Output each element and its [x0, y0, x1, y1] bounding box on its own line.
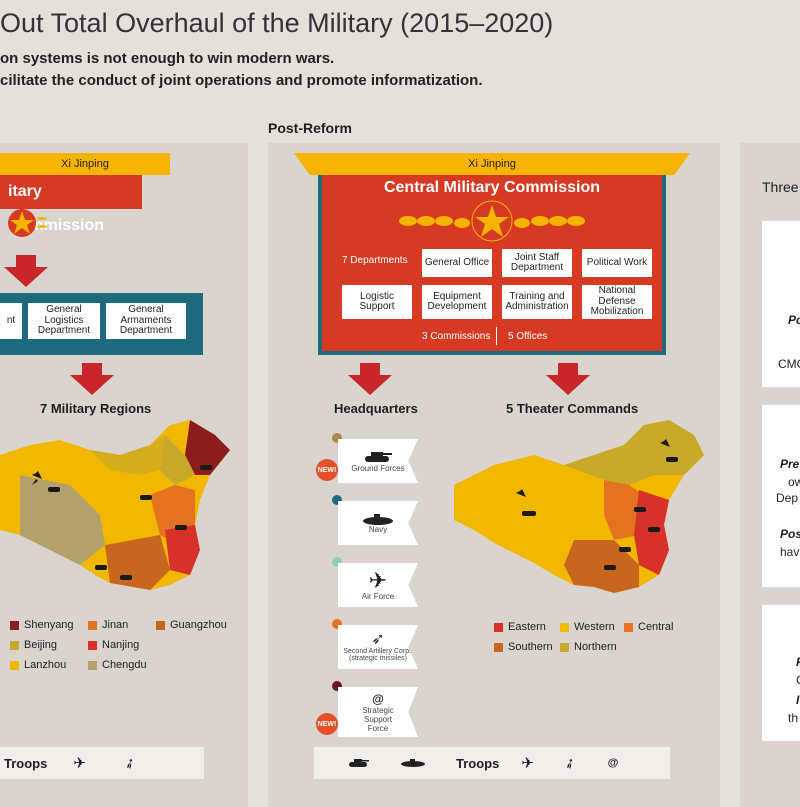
- missile-icon: ➶: [120, 752, 139, 773]
- hq-dot-rocket: [332, 619, 342, 629]
- new-badge-ssf: NEW!: [316, 713, 338, 735]
- regions-label: 7 Military Regions: [40, 401, 152, 416]
- jet-icon: ✈: [521, 755, 534, 772]
- pre-reform-panel: Xi Jinping itary Commission nt General L…: [0, 143, 248, 807]
- dept-logistic-support: Logistic Support: [342, 285, 412, 319]
- cmc-title-center: Central Military Commission: [383, 179, 601, 196]
- legend-item-guangzhou: Guangzhou: [156, 619, 227, 631]
- hq-item-second-artillery: ➶ Second Artillery Corps (strategic miss…: [338, 625, 418, 669]
- dept-equipment-development: Equipment Development: [422, 285, 492, 319]
- dept-joint-staff: Joint Staff Department: [502, 249, 572, 277]
- page-subtitle-2: cilitate the conduct of joint operations…: [0, 72, 483, 89]
- commissions-label: 3 Commissions: [422, 331, 491, 342]
- page-subtitle-1: on systems is not enough to win modern w…: [0, 50, 335, 67]
- troops-label-pre: Troops: [4, 755, 48, 771]
- divider: [496, 327, 497, 345]
- page-title: Out Total Overhaul of the Military (2015…: [0, 8, 554, 38]
- legend-item-lanzhou: Lanzhou: [10, 659, 66, 671]
- troops-bar-pre: Troops ✈ ➶: [0, 747, 204, 779]
- pre-reform-arrow-icon: [4, 255, 48, 287]
- leader-name: Xi Jinping: [61, 158, 109, 170]
- right-card-3-line-2: C: [796, 673, 800, 687]
- right-card-3-line-3: I: [796, 693, 800, 707]
- at-icon: @: [372, 691, 384, 706]
- right-card-3-line-1: F: [796, 655, 800, 669]
- jet-icon: ✈: [368, 567, 388, 593]
- submarine-icon: [363, 513, 393, 525]
- right-card-3: F C I th: [762, 605, 800, 741]
- cmc-banner: itary Commission: [0, 175, 142, 234]
- hq-item-air-force: ✈ Air Force: [338, 563, 418, 607]
- regions-arrow-icon: [70, 363, 114, 395]
- leader-banner-center: Xi Jinping: [294, 153, 690, 175]
- cmc-box-center: Central Military Commission 7 Department…: [318, 175, 666, 355]
- right-card-2: Pre ow Dep Pos hav: [762, 405, 800, 587]
- leader-banner: Xi Jinping: [0, 153, 170, 175]
- post-reform-label: Post-Reform: [268, 120, 353, 136]
- offices-label: 5 Offices: [508, 331, 548, 342]
- military-regions-map: [0, 420, 230, 590]
- theater-label: 5 Theater Commands: [506, 401, 639, 416]
- theater-arrow-icon: [546, 363, 590, 395]
- new-badge-ground: NEW!: [316, 459, 338, 481]
- hq-item-strategic-support: @ Strategic Support Force: [338, 687, 418, 737]
- star-emblem-icon: [8, 209, 48, 237]
- right-card-1: Po CMC: [762, 221, 800, 387]
- legend-item-shenyang: Shenyang: [10, 619, 74, 631]
- hq-label: Headquarters: [334, 401, 418, 416]
- seven-departments-label: 7 Departments: [342, 255, 408, 266]
- legend-item-nanjing: Nanjing: [88, 639, 139, 651]
- tank-icon: [349, 759, 369, 767]
- right-panel-title: Three: [762, 179, 799, 195]
- troops-label-post: Troops: [456, 755, 500, 771]
- right-card-2-line-3: Dep: [776, 491, 799, 505]
- departments-bar: nt General Logistics Department General …: [0, 293, 203, 355]
- hq-item-ground-forces: Ground Forces: [338, 439, 418, 483]
- dept-political-work: Political Work: [582, 249, 652, 277]
- department-box-3: General Armaments Department: [106, 303, 186, 339]
- tank-icon: [365, 451, 392, 462]
- legend-item-western: Western: [560, 621, 615, 633]
- right-card-2-line-2: ow: [788, 475, 800, 489]
- submarine-icon: [401, 759, 425, 767]
- hq-dot-air: [332, 557, 342, 567]
- dept-training-administration: Training and Administration: [502, 285, 572, 319]
- legend-item-beijing: Beijing: [10, 639, 57, 651]
- theater-commands-map: [454, 420, 704, 593]
- legend-item-chengdu: Chengdu: [88, 659, 147, 671]
- missile-icon: ➶: [371, 631, 385, 648]
- leader-name-center: Xi Jinping: [468, 158, 516, 170]
- star-emblem-center-icon: [399, 200, 585, 242]
- right-card-2-line-5: hav: [780, 545, 800, 559]
- at-icon: @: [607, 757, 619, 769]
- legend-item-central: Central: [624, 621, 673, 633]
- dept-national-defense-mobilization: National Defense Mobilization: [582, 285, 652, 319]
- legend-item-southern: Southern: [494, 641, 553, 653]
- troops-bar-post: Troops ✈ ➶ @: [314, 747, 670, 779]
- hq-dot-ground: [332, 433, 342, 443]
- hq-dot-ssf: [332, 681, 342, 691]
- right-card-2-line-1: Pre: [780, 457, 800, 471]
- hq-item-navy: Navy: [338, 501, 418, 545]
- legend-item-jinan: Jinan: [88, 619, 128, 631]
- legend-item-northern: Northern: [560, 641, 617, 653]
- right-card-1-line-1: Po: [788, 313, 800, 327]
- hq-arrow-icon: [348, 363, 392, 395]
- department-box-2: General Logistics Department: [28, 303, 100, 339]
- post-reform-panel: Xi Jinping Central Military Commission 7…: [268, 143, 720, 807]
- right-card-2-line-4: Pos: [780, 527, 800, 541]
- right-card-3-line-4: th: [788, 711, 799, 725]
- right-panel: Three Po CMC Pre ow Dep Pos hav F C I th: [740, 143, 800, 807]
- right-card-1-line-2: CMC: [778, 357, 800, 371]
- hq-dot-navy: [332, 495, 342, 505]
- legend-item-eastern: Eastern: [494, 621, 546, 633]
- missile-icon: ➶: [560, 752, 579, 773]
- department-box-1: nt: [0, 303, 22, 339]
- dept-general-office: General Office: [422, 249, 492, 277]
- jet-icon: ✈: [73, 755, 86, 772]
